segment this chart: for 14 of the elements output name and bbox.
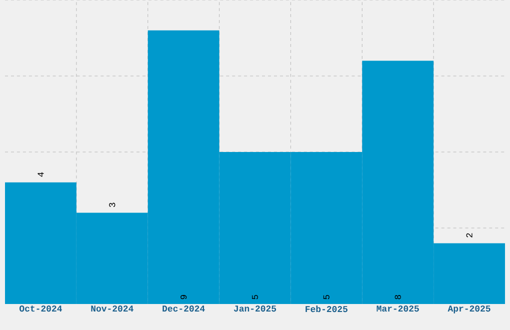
x-tick-label: Dec-2024 xyxy=(162,306,205,312)
data-label: 2 xyxy=(466,233,472,238)
x-tick-label: Apr-2025 xyxy=(448,306,490,314)
x-tick-label: Nov-2024 xyxy=(91,306,134,312)
x-tick-label: Oct-2024 xyxy=(20,306,62,312)
x-tick-label: Mar-2025 xyxy=(376,306,419,312)
data-label: 5 xyxy=(252,294,258,300)
x-tick-label: Feb-2025 xyxy=(306,306,348,312)
data-label: 9 xyxy=(180,295,187,300)
data-label: 5 xyxy=(323,294,330,300)
data-label: 4 xyxy=(38,172,44,177)
data-label: 3 xyxy=(109,202,116,208)
data-label: 8 xyxy=(394,295,401,300)
x-tick-label: Jan-2025 xyxy=(234,306,276,312)
